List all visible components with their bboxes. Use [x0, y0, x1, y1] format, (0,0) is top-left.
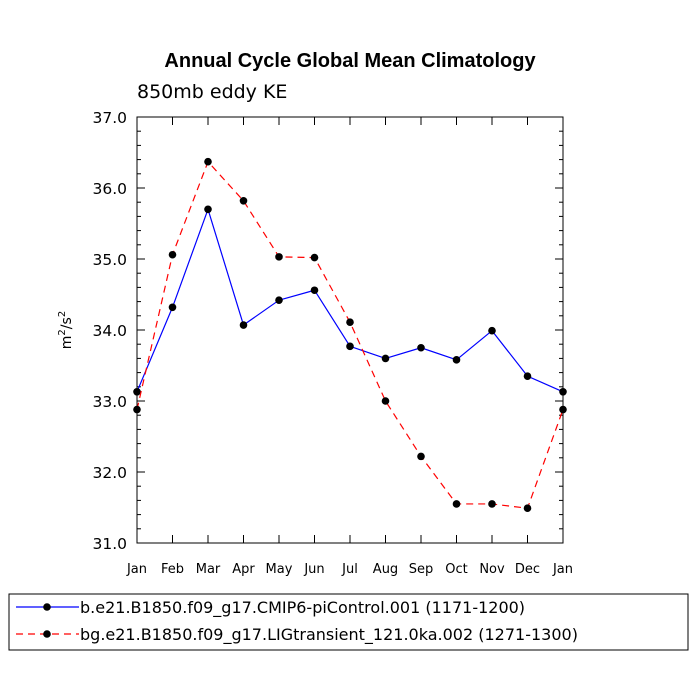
series-2-point	[559, 405, 567, 414]
series-2-point	[275, 253, 283, 261]
x-tick-label: Jan	[126, 562, 147, 577]
series-2-line	[136, 161, 564, 509]
x-tick-label: Mar	[196, 562, 221, 577]
series-2-point	[239, 196, 248, 205]
series-1-point	[346, 342, 354, 351]
series-1-point	[133, 387, 141, 396]
y-tick-label: 35.0	[92, 251, 127, 269]
x-tick-label: Apr	[232, 562, 255, 577]
series-1-point	[204, 205, 212, 214]
x-tick-label: Jul	[341, 562, 358, 577]
series-1-point	[381, 354, 390, 363]
y-tick-label: 36.0	[92, 180, 127, 198]
series-2-point	[523, 504, 532, 513]
series-1-point	[523, 372, 532, 380]
legend-marker-1	[43, 603, 51, 611]
x-tick-label: Dec	[515, 562, 540, 577]
chart-title: Annual Cycle Global Mean Climatology	[164, 50, 536, 72]
y-tick-label: 32.0	[92, 464, 127, 482]
series-2-point	[417, 452, 425, 461]
plot-frame	[136, 116, 564, 544]
series-layer	[133, 157, 567, 513]
y-tick-label: 37.0	[92, 109, 127, 127]
series-1-point	[452, 356, 461, 364]
series-2-point	[488, 500, 496, 508]
x-tick-label: Sep	[409, 562, 434, 577]
x-tick-label: Jun	[303, 562, 324, 577]
x-tick-label: May	[266, 562, 293, 577]
legend-marker-2	[43, 630, 51, 638]
x-tick-label: Oct	[445, 562, 467, 577]
series-2-point	[310, 253, 319, 262]
legend-entry-1: b.e21.B1850.f09_g17.CMIP6-piControl.001 …	[16, 598, 525, 618]
y-tick-label: 34.0	[92, 322, 127, 340]
x-tick-label: Jan	[552, 562, 573, 577]
x-tick-label: Aug	[373, 562, 398, 577]
series-2-point	[168, 250, 177, 259]
series-2-point	[204, 157, 212, 166]
series-1-point	[275, 296, 283, 304]
axes: 31.0 32.0 33.0 34.0 35.0 36.0 37.0 Jan Feb Mar Apr…	[92, 109, 573, 577]
series-2-point	[133, 405, 141, 414]
y-tick-label: 33.0	[92, 393, 127, 411]
legend-entry-2: bg.e21.B1850.f09_g17.LIGtransient_121.0k…	[16, 625, 578, 645]
legend: b.e21.B1850.f09_g17.CMIP6-piControl.001 …	[8, 593, 689, 651]
chart-subtitle: 850mb eddy KE	[137, 81, 287, 103]
series-1-line	[136, 208, 564, 393]
series-1-point	[239, 321, 248, 329]
series-1-point	[310, 286, 319, 295]
legend-label-2: bg.e21.B1850.f09_g17.LIGtransient_121.0k…	[80, 625, 578, 645]
legend-label-1: b.e21.B1850.f09_g17.CMIP6-piControl.001 …	[80, 598, 525, 618]
series-2-point	[346, 318, 354, 326]
series-2-point	[381, 397, 390, 405]
y-axis-label: m2/s2	[57, 311, 75, 349]
series-1-point	[488, 326, 496, 335]
y-tick-label: 31.0	[92, 535, 127, 553]
x-tick-label: Feb	[161, 562, 184, 577]
series-1-point	[417, 343, 425, 352]
series-1-point	[559, 387, 567, 396]
series-1-point	[168, 303, 177, 312]
series-2-point	[452, 500, 461, 508]
legend-box	[8, 593, 689, 651]
x-tick-label: Nov	[479, 562, 505, 577]
